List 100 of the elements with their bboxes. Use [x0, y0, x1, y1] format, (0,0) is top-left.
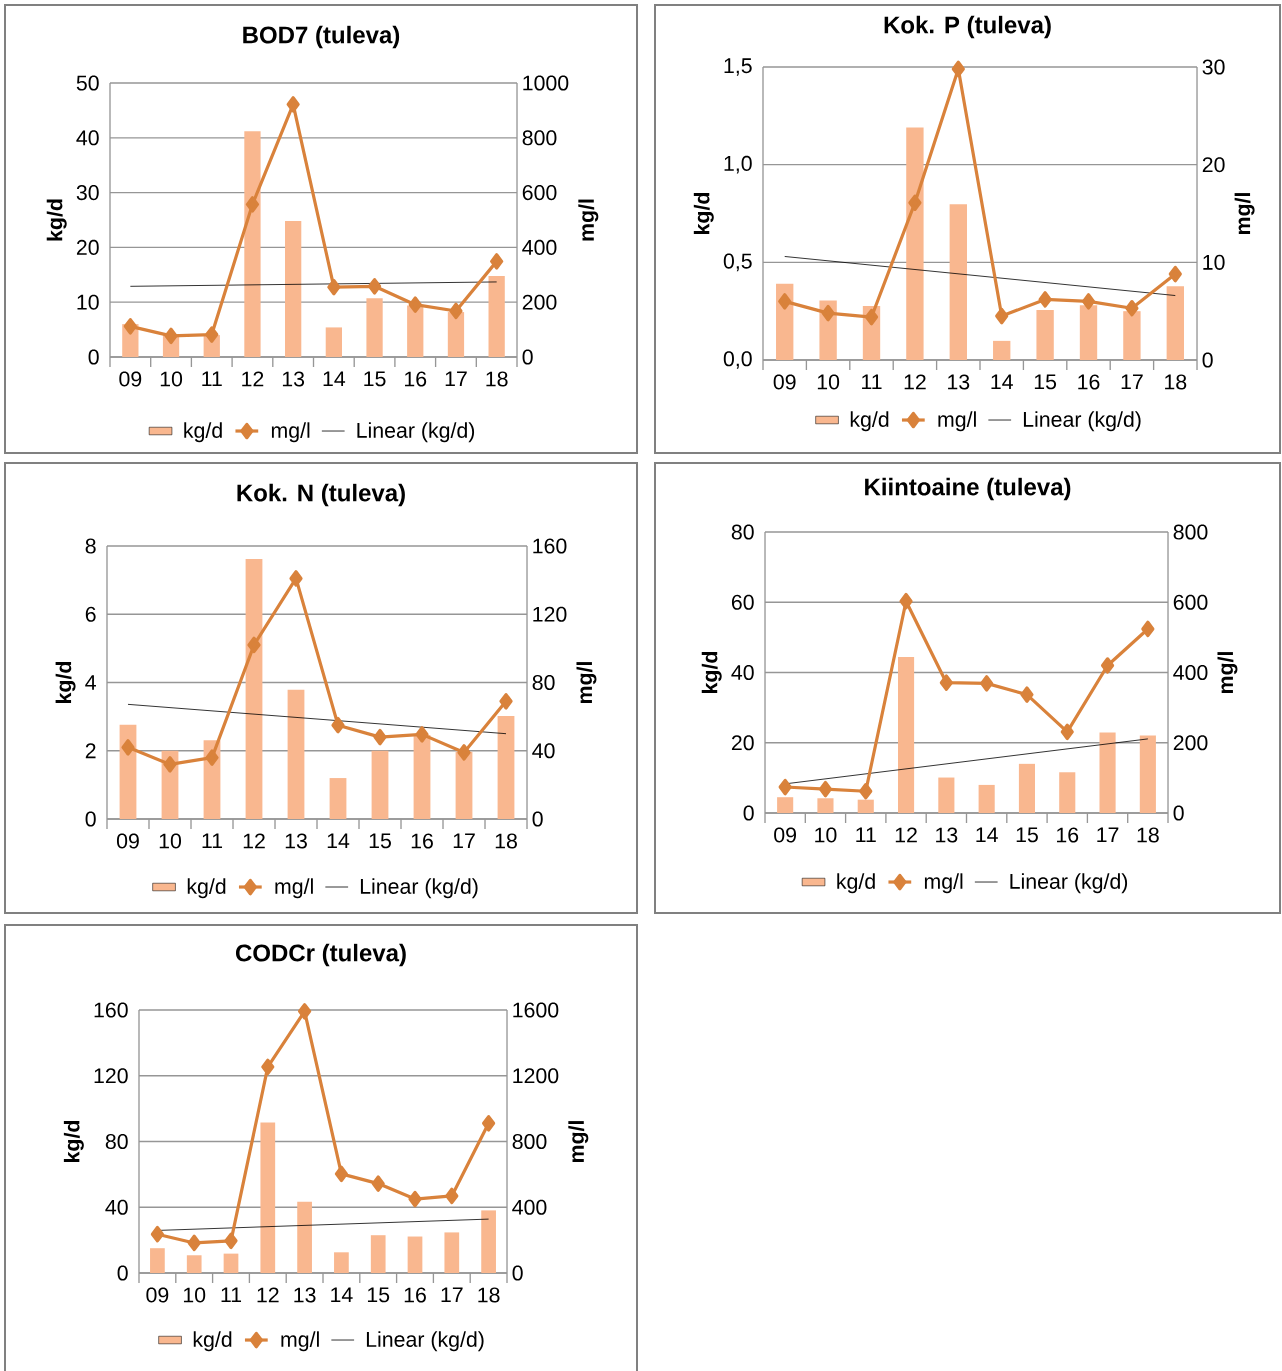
- bar: [370, 1235, 386, 1274]
- point: [331, 716, 345, 734]
- legend-label: kg/d: [193, 1331, 232, 1352]
- point: [490, 253, 504, 270]
- y2-tick-label: 0: [1173, 805, 1184, 821]
- point: [123, 318, 137, 335]
- chart-title: Kiintoaine (tuleva): [865, 477, 1071, 501]
- bar: [1123, 311, 1141, 361]
- x-tick-label: 11: [221, 1287, 242, 1303]
- legend-label: mg/l: [275, 878, 313, 899]
- point: [121, 739, 135, 756]
- x-tick-label: 14: [327, 833, 350, 849]
- point: [995, 307, 1009, 325]
- point: [939, 674, 953, 691]
- x-tick-label: 16: [411, 833, 433, 849]
- x-tick-label: 09: [773, 374, 796, 390]
- y2-tick-label: 0: [532, 811, 543, 827]
- x-tick-label: 09: [116, 833, 139, 849]
- x-tick-label: 13: [285, 833, 307, 849]
- x-tick-label: 16: [404, 1287, 426, 1303]
- bar: [244, 131, 261, 358]
- legend-label: mg/l: [924, 873, 963, 894]
- bar: [407, 305, 424, 358]
- y-tick-label: 20: [731, 735, 754, 751]
- bar: [186, 1255, 202, 1274]
- y-tick-label: 10: [77, 294, 99, 310]
- y-tick-label: 0,5: [723, 253, 752, 272]
- point: [899, 592, 913, 610]
- x-tick-label: 14: [331, 1287, 353, 1303]
- x-tick-label: 14: [991, 374, 1013, 390]
- point: [980, 675, 994, 692]
- y2-tick-label: 400: [512, 1199, 547, 1215]
- x-tick-label: 18: [1137, 827, 1159, 843]
- x-tick-label: 16: [1078, 374, 1100, 390]
- y-tick-label: 1,5: [724, 58, 752, 76]
- point: [150, 1225, 164, 1243]
- y2-axis-title: mg/l: [576, 662, 597, 704]
- y2-tick-label: 10: [1203, 254, 1225, 270]
- point: [908, 194, 922, 212]
- bar: [1018, 763, 1036, 814]
- point: [187, 1234, 201, 1252]
- x-tick-label: 13: [294, 1287, 316, 1303]
- point: [818, 780, 833, 798]
- y2-tick-label: 160: [533, 538, 567, 554]
- x-tick-label: 15: [369, 833, 391, 849]
- bar: [334, 1252, 349, 1274]
- bar: [978, 784, 995, 814]
- legend-label: Linear (kg/d): [1010, 873, 1128, 894]
- legend-label: mg/l: [271, 422, 310, 443]
- y2-tick-label: 1000: [523, 75, 569, 91]
- bar: [285, 221, 302, 358]
- point: [864, 308, 879, 326]
- x-tick-label: 16: [1057, 827, 1079, 843]
- legend-label: kg/d: [184, 422, 222, 443]
- y2-tick-label: 1600: [513, 1002, 559, 1018]
- x-tick-label: 10: [183, 1287, 206, 1303]
- y-tick-label: 20: [76, 239, 99, 255]
- bar: [1139, 735, 1156, 814]
- point: [334, 1165, 348, 1183]
- legend-label: mg/l: [938, 411, 976, 432]
- point: [821, 304, 835, 322]
- y-tick-label: 50: [76, 75, 99, 91]
- point: [778, 778, 792, 796]
- point: [245, 196, 260, 213]
- y2-tick-label: 0: [1202, 352, 1213, 368]
- x-tick-label: 12: [895, 827, 917, 843]
- y2-tick-label: 800: [512, 1133, 547, 1150]
- x-tick-label: 10: [817, 374, 840, 390]
- y2-tick-label: 200: [1173, 735, 1208, 751]
- bar: [938, 777, 955, 814]
- point: [1060, 723, 1074, 741]
- bar: [857, 799, 874, 814]
- chart-title: BOD7 (tuleva): [243, 25, 400, 49]
- bar: [949, 204, 967, 361]
- bar: [223, 1253, 239, 1274]
- point: [371, 1175, 385, 1192]
- point: [408, 1190, 422, 1208]
- point: [163, 756, 177, 773]
- x-tick-label: 15: [364, 371, 386, 387]
- x-tick-label: 17: [1097, 827, 1119, 843]
- bar: [366, 298, 383, 358]
- point: [327, 278, 341, 296]
- y-tick-label: 80: [105, 1133, 128, 1150]
- point: [1141, 620, 1155, 638]
- x-tick-label: 12: [242, 371, 264, 387]
- legend-label: kg/d: [187, 878, 226, 899]
- point: [1168, 265, 1182, 283]
- bar: [329, 778, 347, 820]
- bar: [1166, 286, 1184, 361]
- point: [778, 293, 792, 310]
- bar: [993, 340, 1011, 361]
- y2-tick-label: 0: [522, 349, 533, 365]
- point: [951, 60, 965, 78]
- bar: [297, 1201, 312, 1274]
- point: [449, 302, 463, 320]
- point: [1081, 293, 1096, 310]
- legend-label: mg/l: [281, 1331, 319, 1352]
- x-tick-label: 17: [1121, 374, 1143, 390]
- point: [859, 782, 873, 800]
- x-tick-label: 16: [405, 371, 427, 387]
